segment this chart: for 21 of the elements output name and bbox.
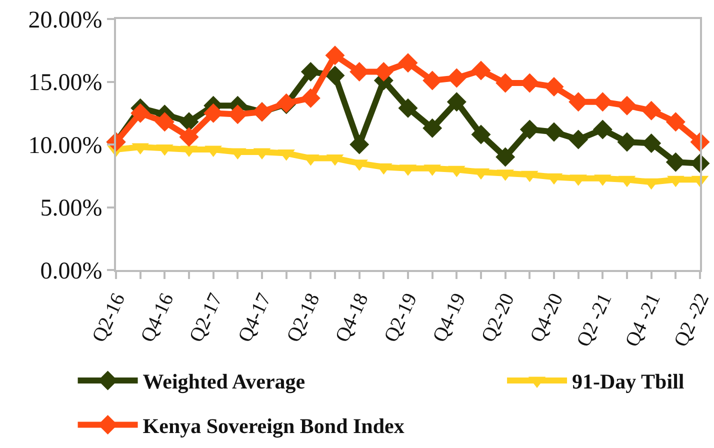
y-tick-label: 10.00% (28, 132, 102, 159)
x-tick-label: Q4-20 (526, 290, 568, 346)
y-tick-label: 15.00% (28, 70, 102, 96)
y-tick-label: 0.00% (40, 258, 102, 284)
legend-label: Weighted Average (142, 370, 306, 394)
y-tick-label: 5.00% (40, 196, 102, 222)
x-tick-label: Q4-16 (136, 290, 178, 346)
legend-label: Kenya Sovereign Bond Index (142, 414, 405, 438)
x-tick-label: Q2 -21 (572, 290, 616, 350)
legend-label: 91-Day Tbill (572, 370, 684, 394)
x-tick-label: Q2-18 (282, 290, 324, 346)
x-tick-label: Q2-16 (88, 290, 130, 346)
x-tick-label: Q2-20 (477, 290, 519, 346)
x-tick-label: Q4 -21 (621, 290, 665, 350)
y-tick-label: 20.00% (28, 7, 102, 34)
x-tick-label: Q2 -22 (670, 290, 714, 350)
x-tick-label: Q2-19 (380, 290, 422, 346)
x-tick-label: Q4-19 (428, 290, 470, 346)
x-tick-label: Q2-17 (185, 290, 227, 346)
x-tick-label: Q4-18 (331, 290, 373, 346)
x-tick-label: Q4-17 (234, 290, 276, 346)
